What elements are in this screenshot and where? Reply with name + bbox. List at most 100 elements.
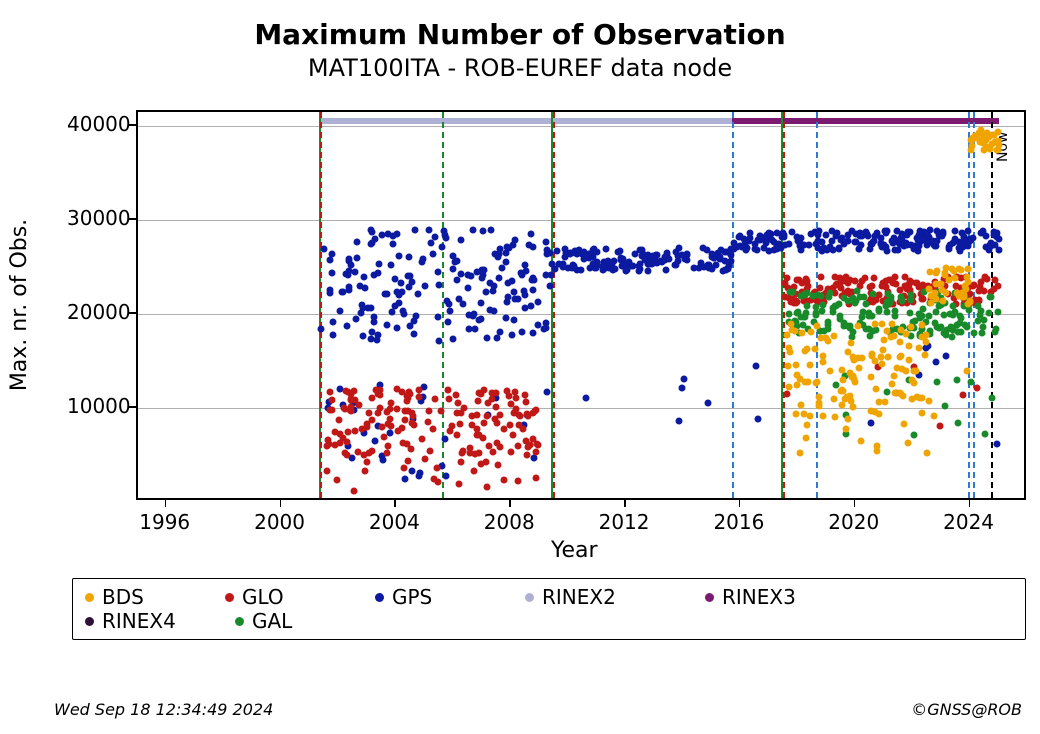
data-point — [839, 377, 846, 384]
data-point — [975, 302, 982, 309]
legend-marker — [235, 617, 244, 626]
data-point — [375, 331, 382, 338]
data-point — [543, 389, 550, 396]
data-point — [869, 239, 876, 246]
data-point — [522, 268, 529, 275]
data-point — [895, 247, 902, 254]
data-point — [383, 409, 390, 416]
data-point — [514, 296, 521, 303]
data-point — [360, 273, 367, 280]
data-point — [908, 323, 915, 330]
data-point — [878, 320, 885, 327]
data-point — [951, 274, 958, 281]
data-point — [870, 291, 877, 298]
data-point — [481, 420, 488, 427]
data-point — [952, 228, 959, 235]
data-point — [855, 246, 862, 253]
data-point — [628, 263, 635, 270]
data-point — [424, 419, 431, 426]
data-point — [859, 278, 866, 285]
data-point — [390, 232, 397, 239]
data-point — [342, 406, 349, 413]
data-point — [970, 135, 977, 142]
data-point — [507, 422, 514, 429]
data-point — [421, 456, 428, 463]
data-point — [974, 318, 981, 325]
data-point — [965, 265, 972, 272]
data-point — [675, 257, 682, 264]
data-point — [380, 433, 387, 440]
legend-label: RINEX4 — [102, 609, 176, 633]
data-point — [399, 307, 406, 314]
data-point — [967, 297, 974, 304]
data-point — [756, 232, 763, 239]
data-point — [907, 277, 914, 284]
data-point — [881, 228, 888, 235]
y-tick-label: 40000 — [67, 112, 122, 136]
data-point — [815, 245, 822, 252]
data-point — [956, 265, 963, 272]
data-point — [721, 257, 728, 264]
legend-item: RINEX2 — [525, 585, 705, 609]
data-point — [938, 323, 945, 330]
data-point — [324, 442, 331, 449]
data-point — [457, 270, 464, 277]
data-point — [523, 411, 530, 418]
data-point — [897, 339, 904, 346]
data-point — [855, 323, 862, 330]
data-point — [394, 324, 401, 331]
data-point — [977, 127, 984, 134]
data-point — [883, 327, 890, 334]
data-point — [801, 348, 808, 355]
y-tick-label: 30000 — [67, 206, 122, 230]
data-point — [372, 386, 379, 393]
data-point — [926, 268, 933, 275]
data-point — [547, 282, 554, 289]
legend: BDSGLOGPSRINEX2RINEX3RINEX4GAL — [72, 578, 1026, 640]
data-point — [815, 291, 822, 298]
data-point — [918, 321, 925, 328]
data-point — [922, 331, 929, 338]
data-point — [803, 276, 810, 283]
data-point — [458, 237, 465, 244]
data-point — [890, 372, 897, 379]
data-point — [636, 267, 643, 274]
data-point — [337, 307, 344, 314]
data-point — [797, 450, 804, 457]
data-point — [975, 287, 982, 294]
data-point — [841, 241, 848, 248]
data-point — [470, 468, 477, 475]
data-point — [843, 426, 850, 433]
data-point — [785, 363, 792, 370]
data-point — [797, 401, 804, 408]
data-point — [968, 147, 975, 154]
data-point — [393, 406, 400, 413]
data-point — [408, 446, 415, 453]
data-point — [831, 413, 838, 420]
data-point — [871, 408, 878, 415]
data-point — [753, 363, 760, 370]
data-point — [354, 238, 361, 245]
data-point — [993, 440, 1000, 447]
data-point — [806, 361, 813, 368]
data-point — [436, 281, 443, 288]
y-axis-label: Max. nr. of Obs. — [7, 219, 32, 391]
data-point — [484, 400, 491, 407]
data-point — [907, 296, 914, 303]
data-point — [429, 425, 436, 432]
data-point — [960, 234, 967, 241]
data-point — [453, 257, 460, 264]
data-point — [746, 229, 753, 236]
data-point — [889, 280, 896, 287]
data-point — [511, 388, 518, 395]
data-point — [955, 420, 962, 427]
data-point — [994, 282, 1001, 289]
data-point — [378, 232, 385, 239]
data-point — [883, 388, 890, 395]
data-point — [389, 240, 396, 247]
data-point — [662, 266, 669, 273]
data-point — [352, 316, 359, 323]
data-point — [906, 310, 913, 317]
data-point — [987, 239, 994, 246]
data-point — [871, 275, 878, 282]
